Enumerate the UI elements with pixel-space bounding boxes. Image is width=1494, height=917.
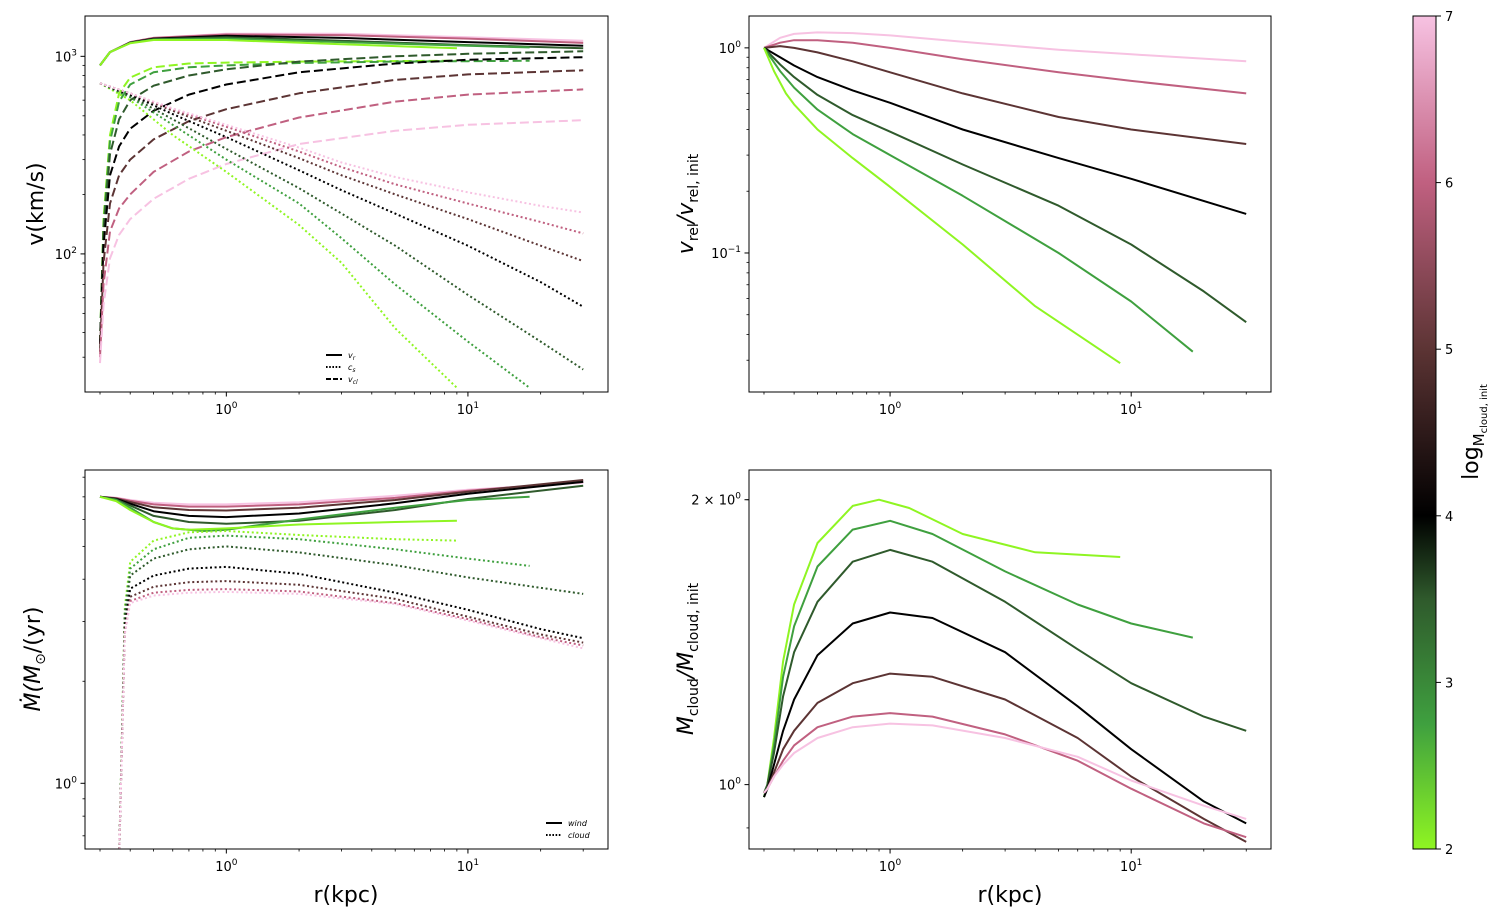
tr-x-tick-label: 100 bbox=[879, 401, 902, 418]
tr-series-solid-m2 bbox=[763, 47, 1121, 365]
tl-series-dashed-m35 bbox=[99, 50, 584, 345]
cloud-mass-panel: 100 101 100 2 × 100 bbox=[691, 469, 1272, 875]
tl-series-dotted-m35 bbox=[99, 82, 584, 371]
bl-series-dotted-m7 bbox=[118, 590, 584, 849]
colorbar-gradient bbox=[1412, 15, 1437, 850]
br-series-solid-m35 bbox=[763, 548, 1247, 794]
tr-y-tick-label: 100 bbox=[719, 40, 742, 57]
br-ylabel: Mcloud/Mcloud, init bbox=[674, 582, 702, 735]
tl-series-group bbox=[99, 32, 584, 389]
br-series-group bbox=[763, 498, 1247, 843]
colorbar-tick-label: 7 bbox=[1445, 10, 1453, 25]
tl-axes-frame bbox=[84, 15, 609, 393]
tr-series-solid-m6 bbox=[763, 39, 1247, 95]
br-series-solid-m2 bbox=[763, 498, 1121, 798]
tr-series-solid-m5 bbox=[763, 45, 1247, 145]
bl-series-group bbox=[99, 479, 584, 849]
bl-ylabel: Ṁ(M⊙/(yr) bbox=[20, 607, 49, 712]
tl-series-dotted-m7 bbox=[99, 82, 584, 214]
tl-y-tick-label: 102 bbox=[55, 246, 77, 263]
tr-y-tick-label: 10−1 bbox=[711, 245, 741, 262]
tr-ylabel: vrel/vrel, init bbox=[674, 153, 702, 254]
bl-series-dotted-m2 bbox=[118, 530, 457, 849]
bl-series-dotted-m4 bbox=[118, 565, 584, 849]
tl-series-dotted-m3 bbox=[99, 82, 531, 389]
tr-series-solid-m4 bbox=[763, 47, 1247, 215]
bl-axes-frame bbox=[84, 469, 609, 850]
bl-series-solid-m5 bbox=[99, 479, 584, 512]
br-series-solid-m3 bbox=[763, 519, 1194, 798]
tr-series-group bbox=[763, 31, 1247, 365]
tl-series-dotted-m2 bbox=[99, 82, 458, 389]
colorbar: 2 3 4 5 6 7 logMcloud, init bbox=[1412, 10, 1490, 858]
tl-legend-label: vr bbox=[348, 351, 356, 362]
bl-y-tick-label: 100 bbox=[55, 775, 78, 792]
tr-x-tick-label: 101 bbox=[1120, 401, 1142, 418]
tr-axes-frame bbox=[748, 15, 1272, 393]
br-axes-frame bbox=[748, 469, 1272, 850]
bl-legend: wind cloud bbox=[546, 819, 591, 840]
tl-series-solid-m2 bbox=[99, 39, 457, 67]
bl-series-dotted-m5 bbox=[118, 580, 584, 849]
tl-x-tick-label: 100 bbox=[215, 401, 238, 418]
colorbar-label: logMcloud, init bbox=[1459, 384, 1490, 480]
bl-series-dotted-m35 bbox=[118, 545, 584, 849]
tl-series-dotted-m4 bbox=[99, 82, 584, 308]
br-series-solid-m7 bbox=[763, 722, 1247, 820]
colorbar-tick-label: 4 bbox=[1445, 510, 1453, 525]
colorbar-tick-label: 3 bbox=[1445, 676, 1453, 691]
br-x-tick-label: 101 bbox=[1120, 858, 1142, 875]
colorbar-tick-label: 5 bbox=[1445, 343, 1453, 358]
bl-legend-label: cloud bbox=[568, 831, 591, 840]
br-series-solid-m4 bbox=[763, 611, 1247, 825]
bl-series-solid-m2 bbox=[99, 495, 457, 531]
tl-legend-label: vcl bbox=[348, 375, 358, 386]
bl-xlabel: r(kpc) bbox=[313, 883, 378, 908]
br-xlabel: r(kpc) bbox=[977, 883, 1042, 908]
tr-series-solid-m3 bbox=[763, 47, 1194, 353]
bl-series-solid-m4 bbox=[99, 480, 584, 519]
tr-series-solid-m35 bbox=[763, 47, 1247, 324]
bl-series-dotted-m3 bbox=[118, 534, 530, 849]
relative-velocity-panel: 100 101 10−1 100 bbox=[711, 15, 1272, 418]
br-y-tick-label: 100 bbox=[719, 777, 742, 794]
tl-x-tick-label: 101 bbox=[457, 401, 479, 418]
tl-series-dashed-m5 bbox=[99, 69, 584, 352]
tl-ylabel: v(km/s) bbox=[24, 162, 49, 245]
tl-series-dashed-m4 bbox=[99, 56, 584, 345]
mass-flux-panel: 100 101 100 wind cloud bbox=[55, 469, 609, 875]
bl-x-tick-label: 101 bbox=[457, 858, 479, 875]
tl-series-dashed-m3 bbox=[99, 59, 530, 345]
tl-series-dashed-m6 bbox=[99, 88, 584, 358]
tl-series-dashed-m7 bbox=[99, 119, 584, 364]
bl-legend-label: wind bbox=[568, 819, 588, 828]
br-series-solid-m5 bbox=[763, 672, 1247, 843]
tl-y-tick-label: 103 bbox=[55, 48, 77, 65]
br-x-tick-label: 100 bbox=[879, 858, 902, 875]
tr-series-solid-m7 bbox=[763, 31, 1247, 63]
br-y-tick-label: 2 × 100 bbox=[691, 492, 741, 509]
colorbar-tick-label: 6 bbox=[1445, 177, 1453, 192]
tl-series-dotted-m5 bbox=[99, 82, 584, 263]
colorbar-tick-label: 2 bbox=[1445, 843, 1453, 858]
tl-series-dotted-m6 bbox=[99, 82, 584, 235]
tl-legend-label: cs bbox=[348, 363, 356, 374]
bl-x-tick-label: 100 bbox=[215, 858, 238, 875]
bl-series-dotted-m6 bbox=[118, 588, 584, 849]
